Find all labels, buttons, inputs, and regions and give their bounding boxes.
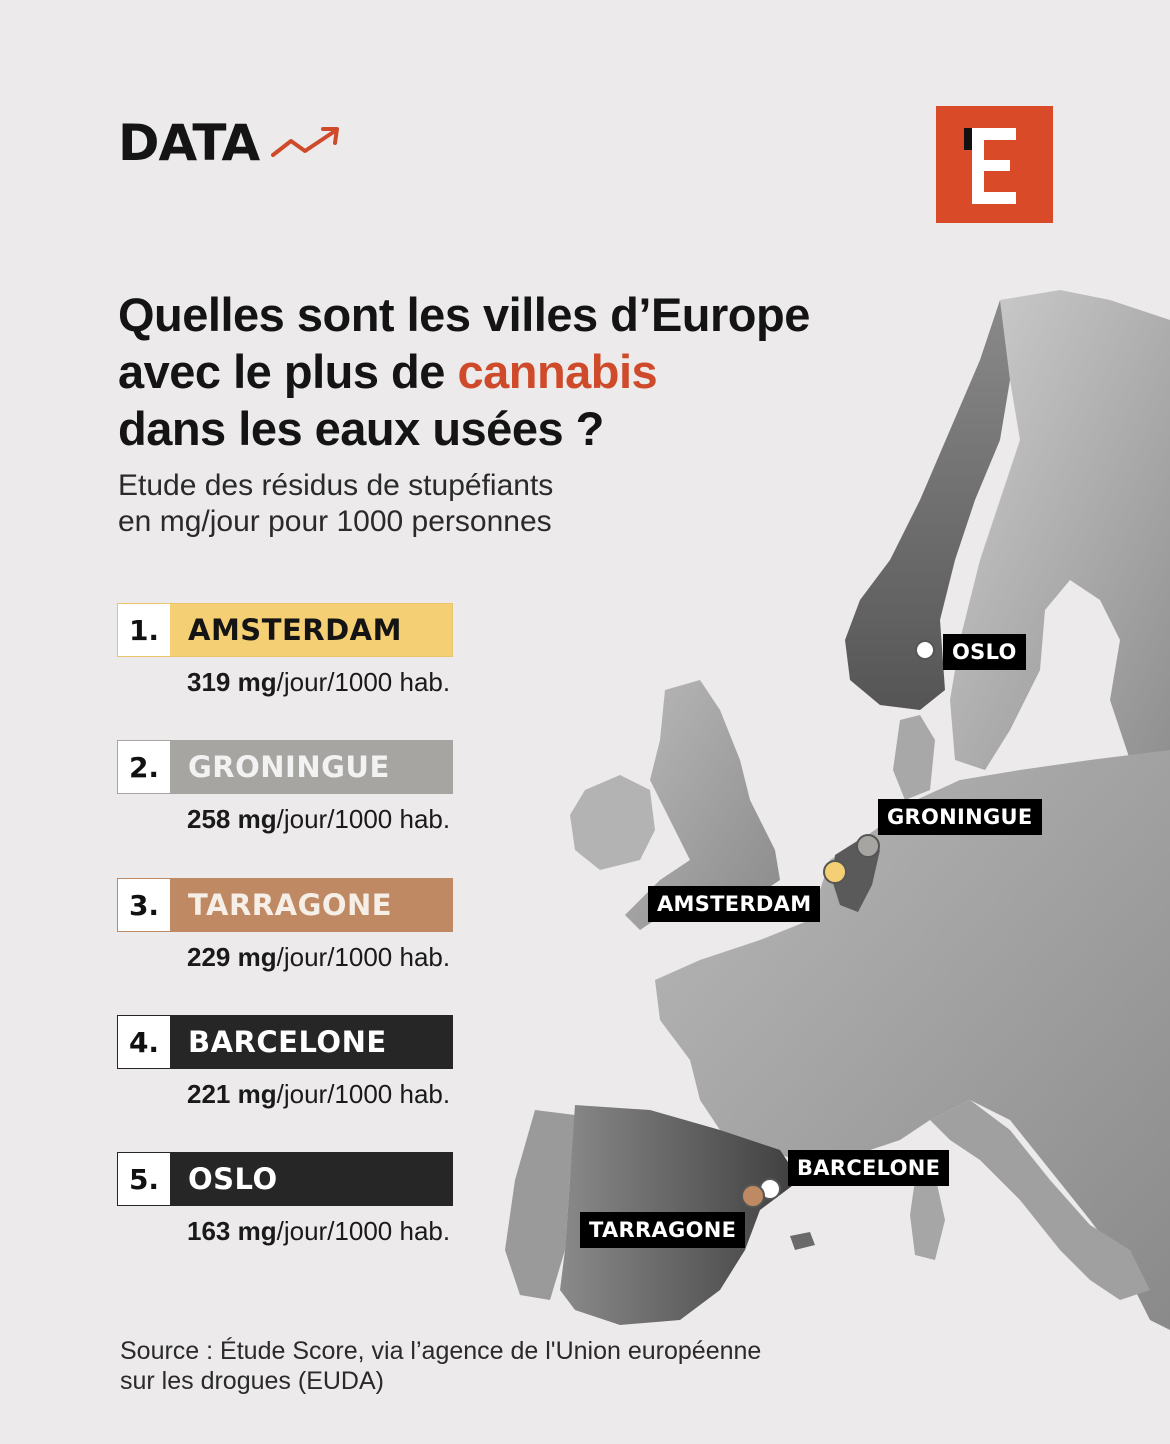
brand-header: DATA: [118, 118, 349, 168]
title-line-1: Quelles sont les villes d’Europe: [118, 288, 810, 341]
page-title: Quelles sont les villes d’Europe avec le…: [118, 286, 810, 457]
portugal-shape: [505, 1110, 575, 1300]
rank-city: OSLO: [170, 1153, 452, 1205]
rank-city: GRONINGUE: [170, 741, 452, 793]
rank-city: BARCELONE: [170, 1016, 452, 1068]
title-line-2: avec le plus de: [118, 345, 458, 398]
continental-europe-shape: [655, 750, 1170, 1330]
logo-e-icon: [964, 128, 1016, 204]
rank-number: 1.: [118, 604, 170, 656]
ireland-shape: [570, 775, 655, 870]
ranking-item-5: 5. OSLO 163 mg/jour/1000 hab.: [117, 1152, 477, 1247]
rank-badge: 3. TARRAGONE: [117, 878, 453, 932]
balearic-shape: [790, 1232, 815, 1250]
ranking-item-4: 4. BARCELONE 221 mg/jour/1000 hab.: [117, 1015, 477, 1110]
great-britain-shape: [625, 680, 780, 930]
trend-up-icon: [271, 127, 340, 157]
subtitle-line-1: Etude des résidus de stupéfiants: [118, 469, 554, 502]
italy-shape: [930, 1100, 1150, 1300]
rank-badge: 4. BARCELONE: [117, 1015, 453, 1069]
title-line-3: dans les eaux usées ?: [118, 402, 604, 455]
marker-oslo[interactable]: [915, 640, 935, 660]
rank-number: 4.: [118, 1016, 170, 1068]
marker-amsterdam[interactable]: [823, 860, 847, 884]
source-note: Source : Étude Score, via l’agence de l'…: [120, 1336, 840, 1396]
source-line-1: Source : Étude Score, via l’agence de l'…: [120, 1337, 762, 1365]
rank-number: 5.: [118, 1153, 170, 1205]
ranking-item-1: 1. AMSTERDAM 319 mg/jour/1000 hab.: [117, 603, 477, 698]
rank-badge: 5. OSLO: [117, 1152, 453, 1206]
marker-groningue[interactable]: [856, 834, 880, 858]
rank-value: 258 mg/jour/1000 hab.: [187, 804, 451, 834]
page-subtitle: Etude des résidus de stupéfiants en mg/j…: [118, 468, 553, 540]
map-label-barcelone: BARCELONE: [788, 1150, 950, 1186]
rank-number: 3.: [118, 879, 170, 931]
rank-value: 229 mg/jour/1000 hab.: [187, 942, 451, 972]
brand-title: DATA: [118, 114, 260, 172]
ranking-item-2: 2. GRONINGUE 258 mg/jour/1000 hab.: [117, 740, 477, 835]
ranking-item-3: 3. TARRAGONE 229 mg/jour/1000 hab.: [117, 878, 477, 973]
publisher-logo: [936, 106, 1053, 223]
map-label-amsterdam: AMSTERDAM: [648, 886, 821, 922]
subtitle-line-2: en mg/jour pour 1000 personnes: [118, 505, 552, 538]
map-label-oslo: OSLO: [943, 634, 1026, 670]
rank-number: 2.: [118, 741, 170, 793]
title-accent: cannabis: [457, 345, 658, 398]
norway-shape: [845, 300, 1010, 710]
map-label-tarragone: TARRAGONE: [580, 1212, 746, 1248]
sardinia-shape: [910, 1175, 945, 1260]
rank-city: AMSTERDAM: [170, 604, 452, 656]
rank-value: 319 mg/jour/1000 hab.: [187, 667, 451, 697]
rank-badge: 1. AMSTERDAM: [117, 603, 453, 657]
map-label-groningue: GRONINGUE: [878, 799, 1042, 835]
rank-value: 163 mg/jour/1000 hab.: [187, 1216, 451, 1246]
denmark-shape: [893, 715, 935, 800]
rank-city: TARRAGONE: [170, 879, 452, 931]
source-line-2: sur les drogues (EUDA): [120, 1367, 384, 1395]
rank-badge: 2. GRONINGUE: [117, 740, 453, 794]
marker-tarragone[interactable]: [741, 1184, 765, 1208]
rank-value: 221 mg/jour/1000 hab.: [187, 1079, 451, 1109]
